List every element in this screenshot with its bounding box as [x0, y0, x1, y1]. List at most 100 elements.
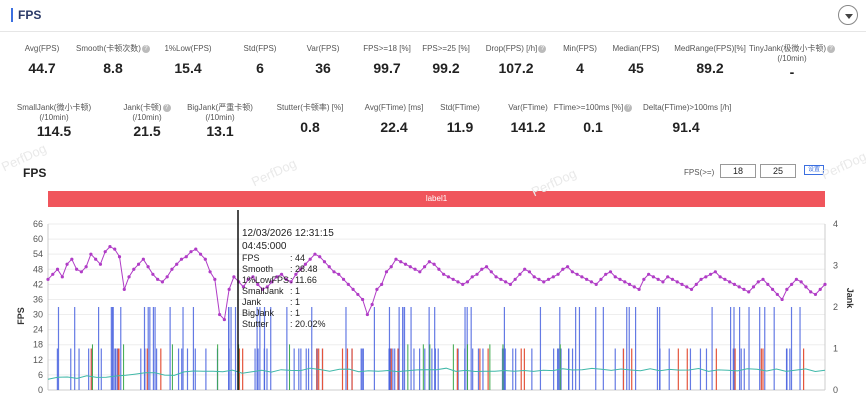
fps-point [294, 272, 298, 276]
fps-point [594, 282, 598, 286]
fps-point [241, 285, 246, 289]
collapse-toggle-icon[interactable] [838, 5, 858, 25]
metric-value: 141.2 [510, 119, 546, 135]
tooltip-key: FPS [242, 253, 260, 263]
metric-card: Var(FTime) 141.2 [485, 103, 571, 135]
metric-value: 15.4 [174, 60, 202, 76]
fps-point [413, 267, 417, 271]
metric-card: SmallJank(微小卡顿) (/10min) 114.5 [11, 103, 97, 139]
y-right-tick-label: 3 [833, 261, 838, 271]
help-icon[interactable]: ? [162, 103, 171, 112]
fps-point [313, 252, 317, 256]
fps-point [461, 282, 465, 286]
fps-point [337, 272, 341, 276]
fps-point [375, 287, 379, 291]
metric-label: Std(FPS) [243, 44, 277, 53]
fps-point [656, 277, 660, 281]
tooltip-value: : 1 [290, 286, 301, 296]
fps-point [751, 285, 756, 289]
metrics-row-1: Avg(FPS) 44.7 Smooth(卡顿次数)? 8.8 1%Low(FPS) 15… [10, 44, 860, 94]
fps-point [794, 277, 798, 281]
help-icon[interactable]: ? [538, 44, 547, 53]
tooltip-row: Stutter: 20.02% [242, 319, 334, 330]
y-right-axis-label: Jank [845, 288, 855, 310]
tooltip-key: Smooth [242, 264, 274, 274]
y-left-axis-label: FPS [16, 307, 26, 325]
fps-point [813, 292, 818, 297]
fps-point [117, 255, 122, 259]
fps-point [527, 270, 532, 274]
metric-value: 107.2 [498, 60, 534, 76]
metric-label: Delta(FTime)>100ms [/h] [643, 103, 732, 112]
fps-point [170, 267, 174, 271]
metric-card: Avg(FTime) [ms] 22.4 [351, 103, 437, 135]
fps-point [356, 292, 360, 297]
y-left-tick-label: 6 [38, 370, 43, 380]
fps-point [675, 280, 679, 284]
fps-point [332, 270, 336, 274]
fps-point [589, 280, 594, 284]
metric-value: 99.7 [373, 60, 401, 76]
fps-point [542, 280, 546, 284]
y-right-tick-label: 4 [833, 219, 838, 229]
help-icon[interactable]: ? [827, 44, 836, 53]
metric-label: FPS>=18 [%] [363, 44, 411, 53]
fps-point [613, 275, 617, 279]
fps-threshold-input-1[interactable]: 18 [720, 164, 756, 178]
metric-value: - [789, 64, 795, 80]
fps-point [780, 297, 784, 302]
tooltip-key: 1%LowFPS [242, 275, 290, 285]
metric-label-unit: (/10min) [39, 113, 69, 122]
chart-title: FPS [23, 166, 47, 180]
fps-point [732, 282, 737, 286]
fps-point [284, 277, 288, 281]
fps-point [189, 250, 193, 254]
help-icon[interactable]: ? [141, 44, 150, 53]
fps-point [823, 282, 827, 286]
label-bar[interactable]: label1 [48, 191, 825, 207]
metric-card: Avg(FPS) 44.7 [0, 44, 85, 76]
header-accent-bar [11, 8, 13, 22]
fps-point [146, 265, 150, 269]
tooltip-row: FPS : 44 [242, 253, 334, 264]
metric-label: FPS>=25 [%] [422, 44, 470, 53]
metric-card: FPS>=18 [%] 99.7 [344, 44, 430, 76]
tooltip-value: : 44 [290, 253, 306, 263]
fps-threshold-set-button[interactable]: 设置 [804, 165, 824, 175]
fps-point [456, 280, 460, 284]
fps-point [465, 280, 470, 284]
fps-point [256, 282, 260, 286]
y-left-tick-label: 18 [33, 340, 43, 350]
fps-point [122, 287, 126, 291]
y-left-tick-label: 42 [33, 279, 43, 289]
y-left-tick-label: 36 [33, 294, 43, 304]
fps-series-line [47, 245, 826, 321]
fps-threshold-input-2[interactable]: 25 [760, 164, 796, 178]
tooltip-key: SmallJank [242, 286, 284, 296]
metric-label-unit: (/10min) [132, 113, 162, 122]
y-left-tick-label: 12 [33, 355, 43, 365]
fps-point [365, 312, 369, 317]
fps-point [151, 272, 155, 276]
fps-point [70, 257, 74, 261]
y-right-tick-label: 2 [833, 302, 838, 312]
fps-point [418, 270, 422, 274]
fps-point [265, 285, 269, 289]
y-left-tick-label: 24 [33, 325, 43, 335]
fps-point [770, 287, 775, 291]
metric-card: Var(FPS) 36 [280, 44, 366, 76]
metric-card: Jank(卡顿)? (/10min) 21.5 [104, 103, 190, 139]
fps-point [532, 275, 536, 279]
help-icon[interactable]: ? [624, 103, 633, 112]
fps-point [289, 280, 293, 284]
fps-point [818, 287, 822, 291]
fps-point [565, 265, 570, 269]
fps-threshold-label: FPS(>=) [684, 168, 715, 177]
fps-point [318, 255, 322, 259]
metric-label: SmallJank(微小卡顿) [16, 103, 92, 112]
fps-point [46, 277, 50, 281]
metric-label: MedRange(FPS)[%] [674, 44, 746, 53]
fps-point [546, 277, 551, 281]
fps-point [227, 287, 231, 291]
